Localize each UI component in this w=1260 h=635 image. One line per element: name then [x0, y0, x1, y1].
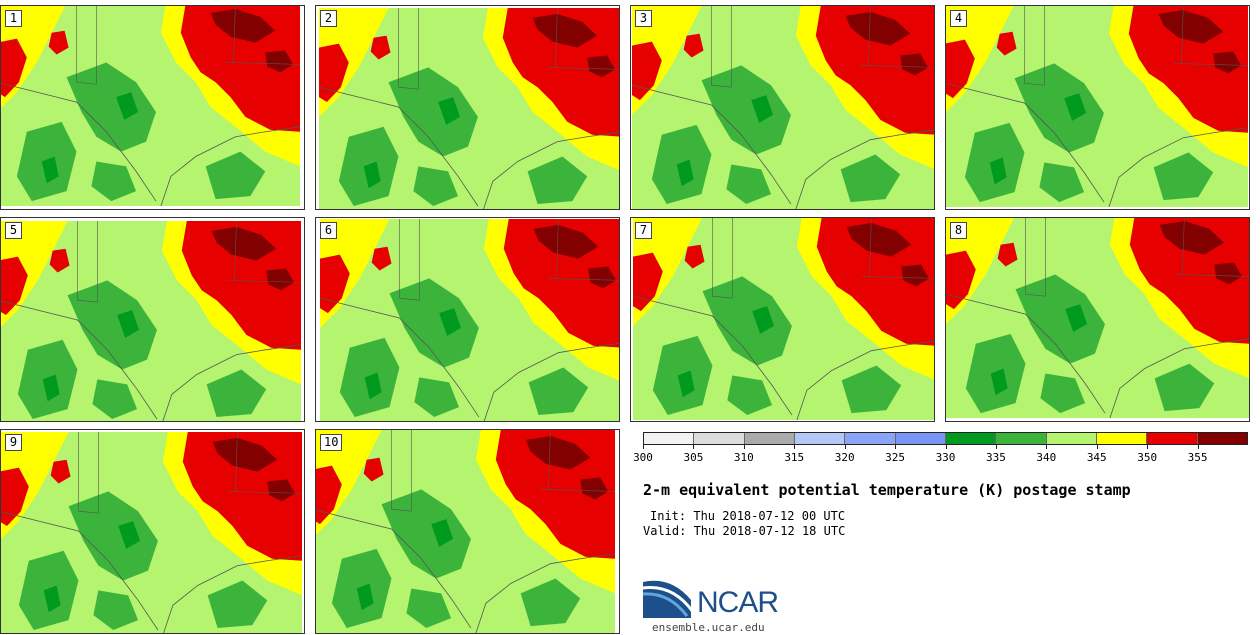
colorbar-tick: [945, 445, 947, 449]
colorbar-tick-label: 320: [834, 451, 855, 464]
colorbar-tick-label: 315: [784, 451, 805, 464]
colorbar-tick-label: 325: [885, 451, 906, 464]
colorbar-tick-label: 310: [733, 451, 754, 464]
logo-text: NCAR: [697, 586, 779, 619]
member-number-label: 9: [5, 434, 22, 451]
member-number-label: 10: [320, 434, 343, 451]
member-number-label: 1: [5, 10, 22, 27]
colorbar-segment: [1197, 433, 1247, 444]
temperature-field: [1, 6, 301, 207]
ensemble-member-map: 7: [630, 217, 935, 422]
colorbar-segment: [1046, 433, 1097, 444]
colorbar-segment: [794, 433, 846, 444]
colorbar-tick: [995, 445, 997, 449]
ensemble-member-map: 6: [315, 217, 620, 422]
temperature-field: [318, 7, 619, 209]
member-number-label: 7: [635, 222, 652, 239]
colorbar-tick-label: 340: [1036, 451, 1057, 464]
member-number-label: 4: [950, 10, 967, 27]
colorbar-tick: [844, 445, 846, 449]
colorbar-ticks: 300 305 310 315 320 325 330 335 340 345 350 355: [633, 445, 1248, 465]
colorbar-tick-label: 345: [1086, 451, 1107, 464]
colorbar-tick-label: 330: [935, 451, 956, 464]
ensemble-member-map: 2: [315, 5, 620, 210]
ensemble-member-map: 4: [945, 5, 1250, 210]
colorbar: [643, 432, 1248, 445]
temperature-field: [946, 6, 1249, 208]
colorbar-segment: [1147, 433, 1198, 444]
temperature-field: [1, 431, 303, 633]
chart-title: 2-m equivalent potential temperature (K)…: [643, 481, 1131, 499]
member-number-label: 6: [320, 222, 337, 239]
ensemble-member-map: 10: [315, 429, 620, 634]
colorbar-tick: [1046, 445, 1048, 449]
colorbar-segment: [744, 433, 795, 444]
member-number-label: 3: [635, 10, 652, 27]
temperature-field: [946, 218, 1249, 419]
temperature-field: [632, 218, 934, 421]
colorbar-tick-label: 300: [633, 451, 653, 464]
member-number-label: 8: [950, 222, 967, 239]
colorbar-segment: [845, 433, 896, 444]
colorbar-tick: [693, 445, 695, 449]
colorbar-segment: [945, 433, 997, 444]
colorbar-tick: [1096, 445, 1098, 449]
website-label: ensemble.ucar.edu: [652, 621, 765, 634]
ensemble-member-map: 1: [0, 5, 305, 210]
temperature-field: [316, 430, 616, 633]
valid-time: Valid: Thu 2018-07-12 18 UTC: [643, 524, 846, 538]
colorbar-tick: [643, 445, 644, 449]
member-number-label: 5: [5, 222, 22, 239]
colorbar-tick-label: 305: [683, 451, 704, 464]
ncar-logo-icon: [643, 580, 695, 618]
ensemble-member-map: 5: [0, 217, 305, 422]
colorbar-segment: [1096, 433, 1148, 444]
colorbar-tick: [1147, 445, 1149, 449]
colorbar-segment: [895, 433, 946, 444]
temperature-field: [1, 220, 302, 421]
ensemble-member-map: 9: [0, 429, 305, 634]
ensemble-member-map: 8: [945, 217, 1250, 422]
member-number-label: 2: [320, 10, 337, 27]
colorbar-tick-label: 355: [1187, 451, 1208, 464]
temperature-field: [631, 6, 934, 209]
temperature-field: [319, 218, 619, 421]
colorbar-tick-label: 335: [985, 451, 1006, 464]
colorbar-tick: [1197, 445, 1199, 449]
init-time: Init: Thu 2018-07-12 00 UTC: [650, 509, 846, 523]
colorbar-segment: [644, 433, 695, 444]
ensemble-member-map: 3: [630, 5, 935, 210]
colorbar-segment: [996, 433, 1047, 444]
colorbar-tick-label: 350: [1137, 451, 1158, 464]
colorbar-tick: [743, 445, 745, 449]
colorbar-segment: [694, 433, 745, 444]
colorbar-tick: [794, 445, 796, 449]
colorbar-tick: [895, 445, 897, 449]
